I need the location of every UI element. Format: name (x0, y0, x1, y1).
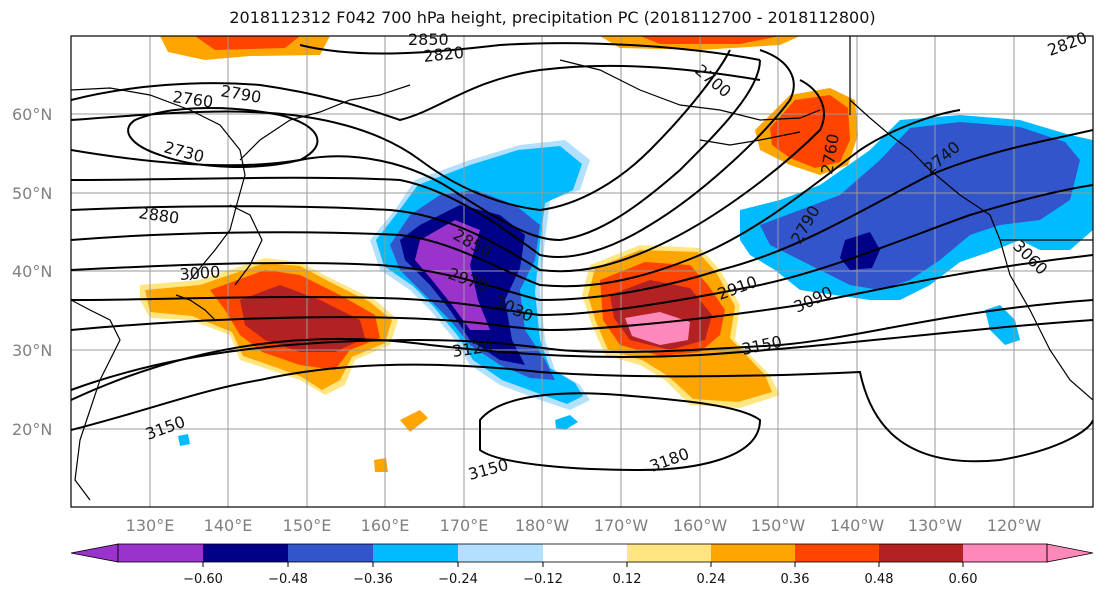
colorbar-tick-label: 0.60 (949, 572, 978, 587)
lon-label: 160°E (361, 516, 410, 535)
contour-label: 3000 (179, 262, 221, 284)
lon-label: 140°W (830, 516, 885, 535)
longitude-labels: 130°E 140°E 150°E 160°E 170°E 180°W 170°… (126, 516, 1042, 535)
lon-label: 130°E (126, 516, 175, 535)
coastlines (71, 36, 1093, 501)
colorbar-bin (879, 544, 963, 562)
colorbar-tick-label: −0.48 (268, 572, 308, 587)
colorbar: −0.60 −0.48 −0.36 −0.24 −0.12 0.12 0.24 … (70, 543, 1094, 587)
lat-label: 20°N (12, 420, 52, 439)
colorbar-tick-label: −0.60 (183, 572, 223, 587)
colorbar-bin (288, 544, 373, 562)
lat-label: 40°N (12, 262, 52, 281)
lon-label: 180°W (515, 516, 570, 535)
colorbar-tick-label: 0.36 (781, 572, 810, 587)
colorbar-left-arrow (70, 543, 119, 563)
colorbar-tick-label: 0.48 (865, 572, 894, 587)
colorbar-tick-label: 0.24 (697, 572, 726, 587)
lon-label: 160°W (673, 516, 728, 535)
colorbar-bin (711, 544, 795, 562)
lat-label: 50°N (12, 184, 52, 203)
colorbar-tick-label: −0.36 (353, 572, 393, 587)
map-frame (70, 35, 1094, 508)
contour-label: 2850 (408, 30, 449, 49)
lon-label: 140°E (204, 516, 253, 535)
lon-label: 150°E (283, 516, 332, 535)
height-contours (71, 42, 1093, 472)
lon-label: 170°W (594, 516, 649, 535)
colorbar-tick-label: 0.12 (613, 572, 642, 587)
latitude-labels: 60°N 50°N 40°N 30°N 20°N (12, 105, 52, 439)
colorbar-tick-label: −0.12 (523, 572, 563, 587)
colorbar-right-arrow (1046, 543, 1094, 563)
colorbar-bin (118, 544, 203, 562)
colorbar-bin (543, 544, 627, 562)
colorbar-bin (458, 544, 543, 562)
colorbar-bin (795, 544, 879, 562)
graticule (71, 36, 1093, 507)
lon-label: 130°W (908, 516, 963, 535)
precip-shading (140, 36, 1093, 472)
colorbar-tick-label: −0.24 (438, 572, 478, 587)
lon-label: 150°W (751, 516, 806, 535)
lat-label: 30°N (12, 341, 52, 360)
contour-label: 2820 (422, 43, 464, 66)
colorbar-bin (627, 544, 711, 562)
colorbar-bin (373, 544, 458, 562)
lon-label: 120°W (987, 516, 1042, 535)
map-title: 2018112312 F042 700 hPa height, precipit… (229, 8, 876, 27)
lon-label: 170°E (440, 516, 489, 535)
colorbar-bin (963, 544, 1047, 562)
colorbar-bin (203, 544, 288, 562)
lat-label: 60°N (12, 105, 52, 124)
map-area (71, 36, 1093, 507)
